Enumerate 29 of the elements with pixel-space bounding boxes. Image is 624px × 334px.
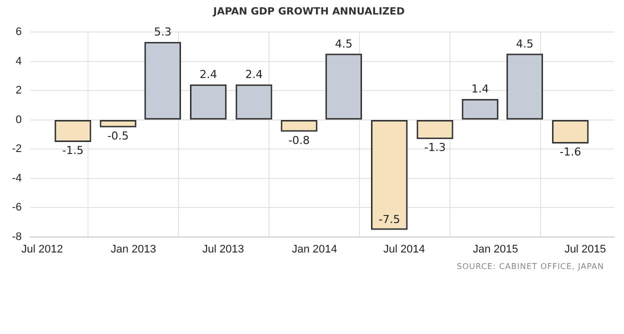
y-tick-label: -2	[12, 143, 22, 156]
y-tick-label: -4	[12, 172, 22, 184]
data-label: 4.5	[334, 37, 352, 50]
data-label: -1.6	[560, 146, 582, 159]
data-label: 2.4	[200, 68, 218, 82]
y-tick-label: -6	[12, 202, 22, 214]
data-label: 1.4	[471, 82, 489, 96]
y-tick-label: 2	[16, 84, 22, 97]
y-tick-label: 4	[16, 55, 22, 68]
x-tick-label: Jan 2015	[472, 243, 518, 256]
y-tick-label: 6	[16, 26, 22, 38]
data-label: -1.3	[424, 141, 446, 154]
data-label: -1.5	[62, 144, 84, 158]
data-label: -0.5	[107, 129, 129, 142]
x-tick-label: Jul 2014	[383, 243, 426, 256]
data-label: 5.3	[154, 26, 172, 39]
data-label: 4.5	[516, 37, 534, 50]
data-label: 2.4	[245, 68, 263, 82]
source-note: SOURCE: CABINET OFFICE, JAPAN	[456, 262, 604, 271]
chart-title: JAPAN GDP GROWTH ANNUALIZED	[212, 6, 405, 18]
data-label: -0.8	[288, 134, 310, 147]
y-tick-label: 0	[16, 114, 22, 126]
y-tick-label: -8	[12, 230, 22, 243]
data-label: -7.5	[378, 212, 400, 226]
x-tick-label: Jan 2014	[292, 243, 338, 256]
x-tick-label: Jul 2012	[21, 243, 63, 256]
x-tick-label: Jul 2015	[564, 243, 606, 256]
x-tick-label: Jan 2013	[110, 243, 156, 256]
x-tick-label: Jul 2013	[202, 243, 244, 256]
